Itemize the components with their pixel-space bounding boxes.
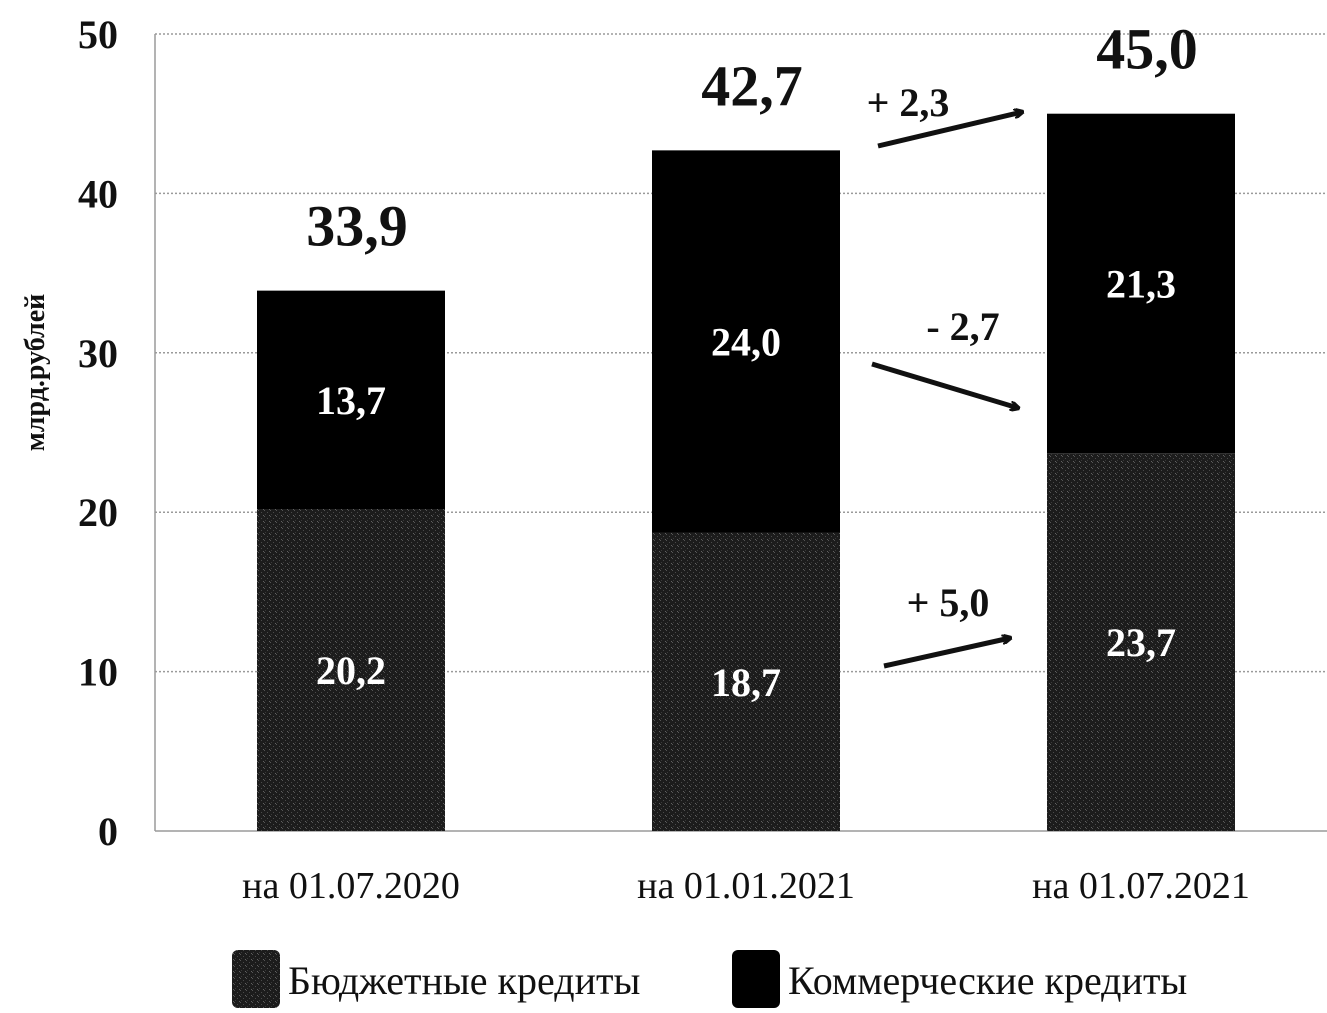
change-label: + 5,0: [907, 580, 990, 625]
data-label-commercial: 13,7: [316, 378, 386, 423]
bar-budget-credits: [1047, 453, 1235, 831]
data-label-budget: 20,2: [316, 648, 386, 693]
x-tick-label: на 01.07.2020: [242, 865, 460, 907]
bar-commercial-credits: [1047, 113, 1235, 454]
y-tick-label: 30: [78, 331, 118, 376]
total-label: 42,7: [701, 53, 803, 118]
data-label-commercial: 24,0: [711, 320, 781, 365]
bar-commercial-credits: [652, 150, 840, 533]
change-label: - 2,7: [926, 304, 999, 349]
y-tick-label: 40: [78, 171, 118, 216]
legend-swatch-budget: [232, 950, 280, 1008]
y-tick-label: 0: [98, 809, 118, 854]
data-label-commercial: 21,3: [1106, 261, 1176, 306]
total-label: 45,0: [1096, 17, 1198, 82]
legend-label-budget: Бюджетные кредиты: [288, 958, 640, 1003]
y-tick-label: 10: [78, 650, 118, 695]
bar-commercial-credits: [257, 290, 445, 510]
data-label-budget: 23,7: [1106, 620, 1176, 665]
data-label-budget: 18,7: [711, 660, 781, 705]
x-tick-label: на 01.01.2021: [637, 865, 855, 907]
total-label: 33,9: [306, 194, 408, 259]
change-arrow: [877, 112, 1022, 149]
y-tick-label: 50: [78, 12, 118, 57]
legend-swatch-commercial: [732, 950, 780, 1008]
bar-budget-credits: [652, 532, 840, 831]
bar-budget-credits: [257, 509, 445, 831]
y-axis-label: млрд.рублей: [20, 294, 51, 452]
legend-label-commercial: Коммерческие кредиты: [788, 958, 1187, 1003]
x-tick-label: на 01.07.2021: [1032, 865, 1250, 907]
y-tick-label: 20: [78, 490, 118, 535]
change-arrow: [883, 638, 1010, 669]
change-arrow: [871, 361, 1018, 408]
change-label: + 2,3: [867, 80, 950, 125]
